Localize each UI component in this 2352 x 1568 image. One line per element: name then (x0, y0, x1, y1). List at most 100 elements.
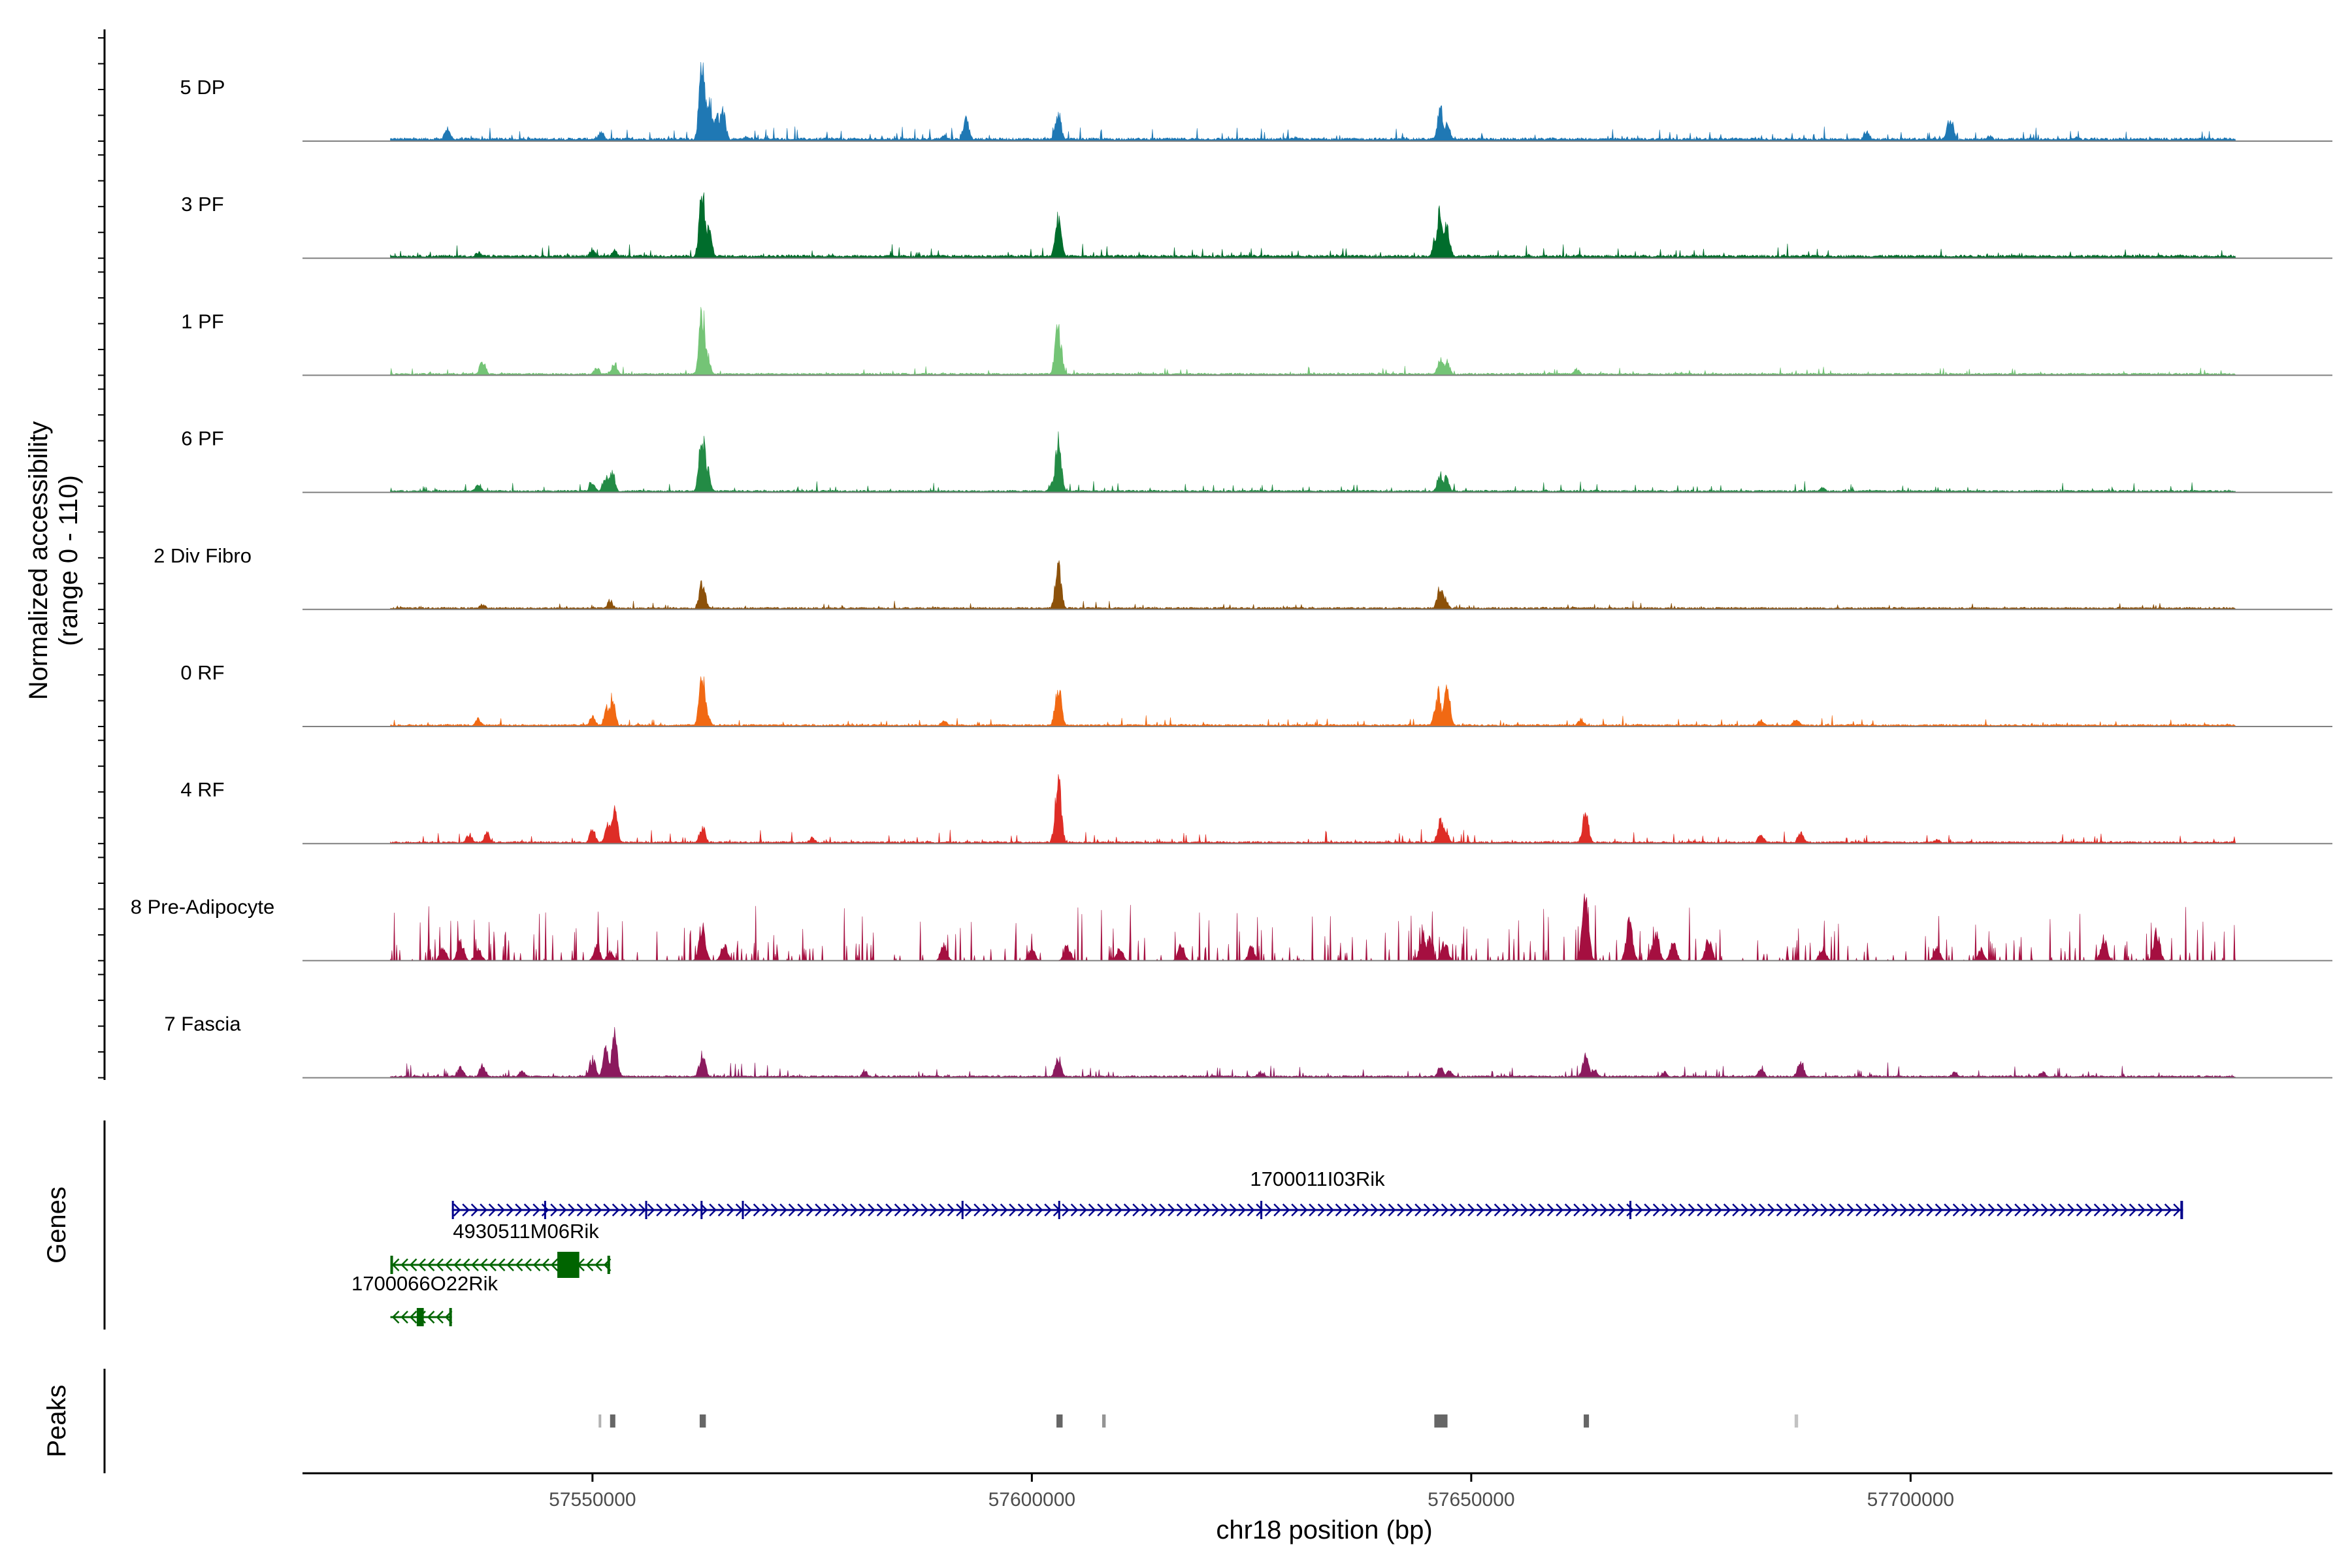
strand-arrow (947, 1203, 955, 1217)
strand-arrow (1326, 1203, 1334, 1217)
strand-arrow (462, 1258, 470, 1271)
strand-arrow (1317, 1203, 1326, 1217)
strand-arrow (1564, 1203, 1573, 1217)
strand-arrow (1511, 1203, 1520, 1217)
strand-arrow (1723, 1203, 1731, 1217)
strand-arrow (1520, 1203, 1528, 1217)
strand-arrow (1987, 1203, 1996, 1217)
strand-arrow (832, 1203, 840, 1217)
strand-arrow (1397, 1203, 1405, 1217)
strand-arrow (1855, 1203, 1863, 1217)
strand-arrow (1617, 1203, 1625, 1217)
strand-arrow (453, 1258, 461, 1271)
strand-arrow (1935, 1203, 1943, 1217)
strand-arrow (1582, 1203, 1590, 1217)
strand-arrow (1758, 1203, 1767, 1217)
strand-arrow (594, 1203, 602, 1217)
coverage-y-axis (98, 29, 106, 1080)
track-7-fascia: 7 Fascia (164, 1013, 2332, 1079)
strand-arrow (453, 1203, 461, 1217)
strand-arrow (1176, 1203, 1184, 1217)
strand-arrow (1105, 1203, 1114, 1217)
strand-arrow (691, 1203, 699, 1217)
strand-arrow (868, 1203, 875, 1217)
strand-arrow (1467, 1203, 1475, 1217)
track-label: 5 DP (180, 76, 225, 99)
strand-arrow (1115, 1203, 1122, 1217)
strand-arrow (1203, 1203, 1211, 1217)
strand-arrow (841, 1203, 849, 1217)
exon (607, 1256, 610, 1274)
strand-arrow (1009, 1203, 1017, 1217)
strand-arrow (1644, 1203, 1652, 1217)
strand-arrow (762, 1203, 770, 1217)
gene-annotation-track: 1700011I03Rik 4930511M06Rik 1700066O22Rik (351, 1168, 2183, 1326)
strand-arrow (1864, 1203, 1872, 1217)
strand-arrow (488, 1203, 497, 1217)
strand-arrow (1556, 1203, 1563, 1217)
strand-arrow (1732, 1203, 1740, 1217)
x-tick-label: 57650000 (1428, 1489, 1514, 1511)
strand-arrow (938, 1203, 946, 1217)
strand-arrow (391, 1311, 400, 1324)
exon (416, 1308, 424, 1326)
strand-arrow (1168, 1203, 1175, 1217)
strand-arrow (506, 1203, 514, 1217)
strand-arrow (515, 1203, 523, 1217)
strand-arrow (1803, 1203, 1810, 1217)
strand-arrow (2085, 1203, 2093, 1217)
exon (451, 1201, 454, 1219)
strand-arrow (1917, 1203, 1925, 1217)
x-axis: 57550000 57600000 57650000 57700000 (549, 1473, 1954, 1511)
strand-arrow (1211, 1203, 1220, 1217)
strand-arrow (542, 1258, 549, 1271)
strand-arrow (436, 1258, 444, 1271)
strand-arrow (779, 1203, 787, 1217)
strand-arrow (1970, 1203, 1978, 1217)
strand-arrow (541, 1203, 549, 1217)
peaks-track (598, 1414, 1799, 1428)
strand-arrow (991, 1203, 999, 1217)
strand-arrow (664, 1203, 673, 1217)
strand-arrow (1362, 1203, 1369, 1217)
strand-arrow (400, 1258, 408, 1271)
strand-arrow (1740, 1203, 1749, 1217)
exon (1629, 1201, 1631, 1219)
strand-arrow (1097, 1203, 1105, 1217)
strand-arrow (1750, 1203, 1757, 1217)
strand-arrow (1485, 1203, 1493, 1217)
strand-arrow (1767, 1203, 1775, 1217)
y-axis-title-line2: (range 0 - 110) (54, 475, 83, 646)
strand-arrow (1405, 1203, 1414, 1217)
track-label: 1 PF (181, 310, 223, 333)
peak-mark (1102, 1414, 1106, 1428)
strand-arrow (2040, 1203, 2049, 1217)
strand-arrow (709, 1203, 717, 1217)
strand-arrow (1952, 1203, 1961, 1217)
coverage-area (390, 893, 2236, 962)
strand-arrow (1185, 1203, 1193, 1217)
strand-arrow (1273, 1203, 1281, 1217)
coverage-area (390, 306, 2236, 376)
strand-arrow (1785, 1203, 1793, 1217)
gene-label: 1700066O22Rik (351, 1272, 498, 1295)
strand-arrow (1609, 1203, 1616, 1217)
strand-arrow (1705, 1203, 1714, 1217)
coverage-area (390, 1026, 2236, 1078)
strand-arrow (1626, 1203, 1634, 1217)
exon (557, 1252, 580, 1278)
strand-arrow (1652, 1203, 1661, 1217)
gene-label: 1700011I03Rik (1250, 1168, 1385, 1190)
strand-arrow (973, 1203, 981, 1217)
strand-arrow (1432, 1203, 1440, 1217)
strand-arrow (1000, 1203, 1008, 1217)
strand-arrow (2155, 1203, 2163, 1217)
strand-arrow (1538, 1203, 1546, 1217)
strand-arrow (1688, 1203, 1696, 1217)
strand-arrow (1811, 1203, 1820, 1217)
coverage-area (390, 192, 2236, 259)
strand-arrow (1529, 1203, 1537, 1217)
strand-arrow (1714, 1203, 1722, 1217)
strand-arrow (1635, 1203, 1643, 1217)
strand-arrow (550, 1258, 559, 1271)
